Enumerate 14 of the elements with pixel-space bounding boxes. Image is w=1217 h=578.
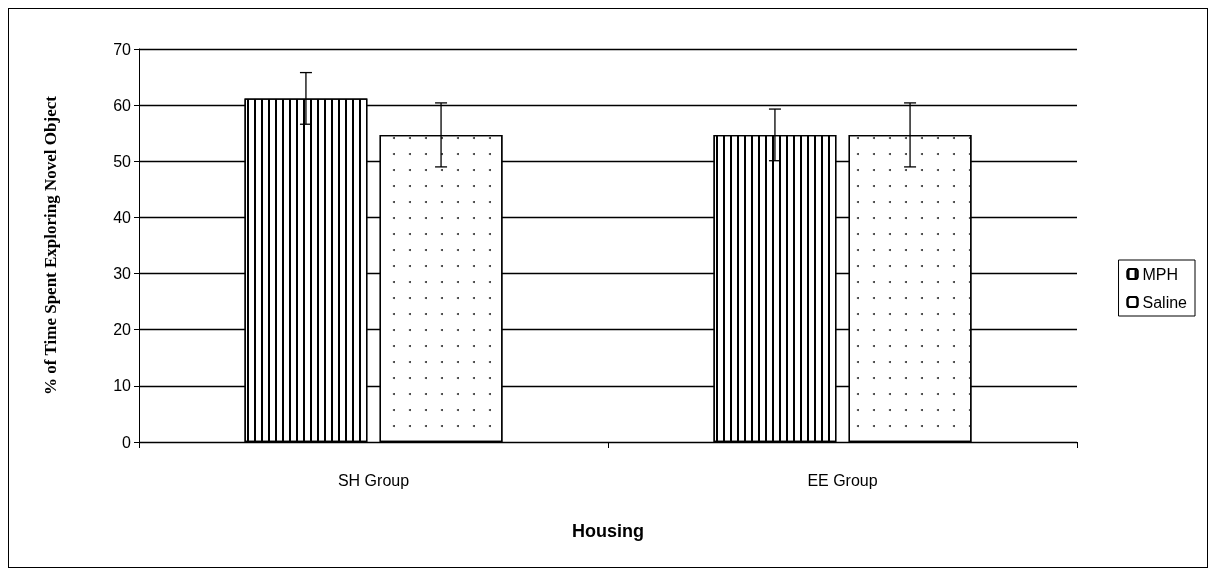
x-axis-title: Housing [572,521,644,541]
y-axis-title: % of Time Spent Exploring Novel Object [41,95,60,395]
y-tick-label: 0 [122,433,132,451]
y-tick-label: 10 [113,377,132,395]
x-tick-label: SH Group [337,471,410,489]
y-tick-label: 50 [113,152,132,170]
y-tick-label: 60 [113,96,132,114]
y-tick-label: 20 [113,321,132,339]
y-tick-label: 30 [113,265,132,283]
legend-label: MPH [1142,265,1179,283]
legend-label: Saline [1142,293,1188,311]
x-tick-label: EE Group [807,471,878,489]
y-tick-label: 40 [113,208,132,226]
y-tick-label: 70 [113,40,132,58]
